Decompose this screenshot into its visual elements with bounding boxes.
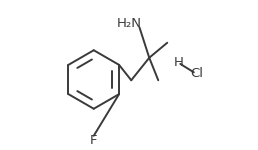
- Text: Cl: Cl: [190, 67, 203, 80]
- Text: H: H: [174, 57, 183, 69]
- Text: F: F: [90, 134, 98, 147]
- Text: H₂N: H₂N: [117, 17, 142, 30]
